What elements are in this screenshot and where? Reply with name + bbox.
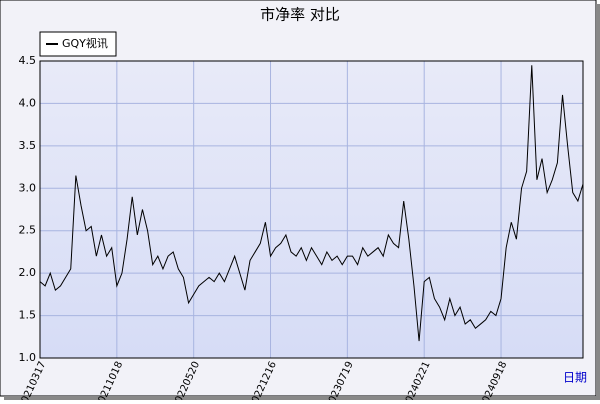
- y-tick-label: 2.0: [19, 266, 37, 279]
- x-axis-label: 日期: [563, 371, 587, 385]
- y-tick-label: 4.0: [19, 96, 37, 109]
- plot-area: [40, 61, 583, 358]
- legend-label: GQY视讯: [62, 36, 108, 50]
- shadow: [4, 396, 600, 400]
- plot-border: [39, 60, 584, 359]
- y-tick-label: 1.5: [19, 309, 37, 322]
- chart-title: 市净率 对比: [260, 6, 340, 24]
- shadow: [596, 4, 600, 400]
- series-line: [39, 65, 584, 342]
- y-tick-label: 3.5: [19, 139, 37, 152]
- y-tick-label: 3.0: [19, 181, 37, 194]
- y-tick-label: 4.5: [19, 54, 37, 67]
- y-tick-label: 2.5: [19, 224, 37, 237]
- y-tick-label: 1.0: [19, 351, 37, 364]
